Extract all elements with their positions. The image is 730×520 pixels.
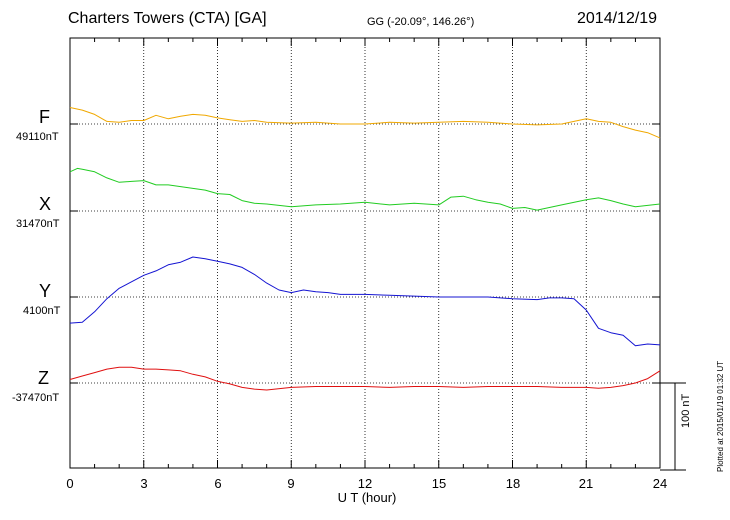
- component-label-f: F: [39, 107, 50, 127]
- axis-ticks: [69, 38, 661, 468]
- scale-bar: [660, 382, 686, 471]
- chart-date: 2014/12/19: [577, 10, 658, 27]
- baseline-label-z: -37470nT: [12, 392, 60, 404]
- series-lines: [69, 107, 661, 391]
- series-line-z: [69, 366, 661, 391]
- x-tick-label: 15: [431, 476, 447, 491]
- x-tick-label: 24: [652, 476, 668, 491]
- x-tick-label: 12: [357, 476, 373, 491]
- component-label-x: X: [39, 194, 52, 214]
- x-tick-label: 18: [505, 476, 521, 491]
- x-tick-label: 6: [214, 476, 222, 491]
- plot-frame: [69, 37, 661, 469]
- baseline-label-f: 49110nT: [16, 131, 59, 143]
- series-line-x: [69, 167, 661, 211]
- x-tick-label: 3: [140, 476, 148, 491]
- x-axis-label: U T (hour): [337, 490, 397, 505]
- baseline-label-x: 31470nT: [16, 218, 60, 230]
- x-tick-label: 0: [66, 476, 74, 491]
- station-coords: GG (-20.09°, 146.26°): [367, 16, 475, 28]
- x-tick-label: 9: [287, 476, 295, 491]
- grid: [70, 38, 660, 468]
- plotted-timestamp: Plotted at 2015/01/19 01:32 UT: [716, 360, 725, 472]
- baseline-label-y: 4100nT: [23, 305, 61, 317]
- series-line-y: [69, 256, 661, 347]
- x-tick-label: 21: [578, 476, 594, 491]
- station-title: Charters Towers (CTA) [GA]: [68, 10, 267, 27]
- component-label-z: Z: [38, 368, 49, 388]
- scale-bar-label: 100 nT: [680, 393, 692, 428]
- series-line-f: [69, 107, 661, 139]
- component-label-y: Y: [39, 281, 52, 301]
